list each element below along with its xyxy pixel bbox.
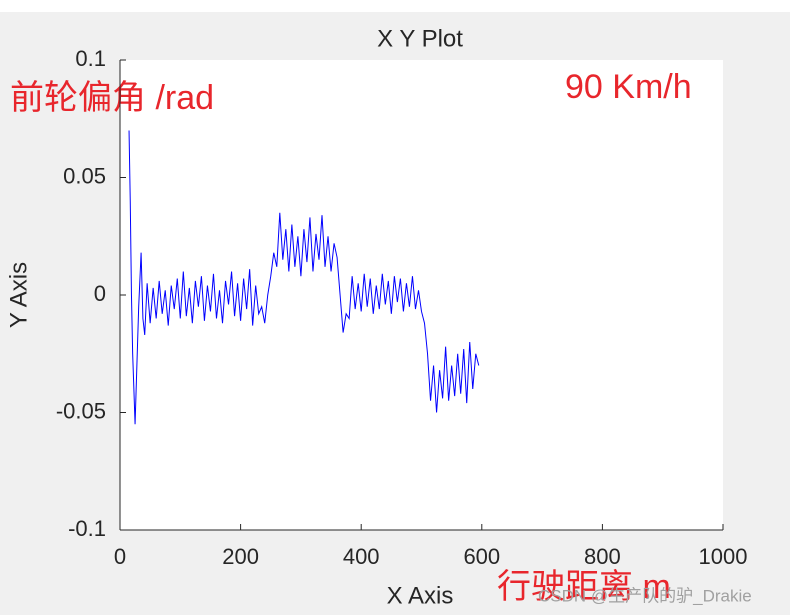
y-tick-label: 0.05 xyxy=(63,163,106,188)
x-tick-label: 1000 xyxy=(699,544,748,569)
chart-title: X Y Plot xyxy=(377,25,463,52)
x-tick-label: 600 xyxy=(463,544,500,569)
x-tick-label: 800 xyxy=(584,544,621,569)
annotation: 前轮偏角 /rad xyxy=(10,79,214,117)
y-tick-label: -0.1 xyxy=(68,516,106,541)
plot-area xyxy=(120,60,723,530)
x-tick-label: 400 xyxy=(343,544,380,569)
x-axis-label: X Axis xyxy=(387,582,454,609)
y-tick-label: 0.1 xyxy=(75,46,106,71)
y-tick-label: -0.05 xyxy=(56,398,106,423)
annotation: 90 Km/h xyxy=(565,68,692,106)
y-axis-label: Y Axis xyxy=(5,262,32,328)
watermark: CSDN @生产队的驴_Drakie xyxy=(538,586,752,605)
x-tick-label: 0 xyxy=(114,544,126,569)
data-line xyxy=(128,130,480,425)
top-bar xyxy=(0,0,790,12)
y-tick-label: 0 xyxy=(94,281,106,306)
x-tick-label: 200 xyxy=(222,544,259,569)
annotation: 行驶距离 m xyxy=(497,568,671,606)
